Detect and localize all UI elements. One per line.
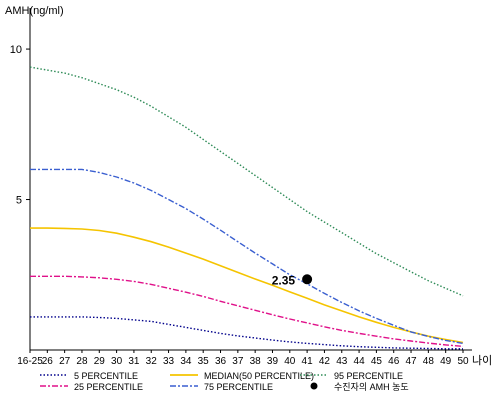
x-tick-label: 26 (42, 356, 54, 367)
x-tick-label: 41 (302, 356, 314, 367)
x-axis-title: 나이 (472, 354, 492, 367)
series-line (30, 316, 463, 350)
legend-marker (310, 382, 318, 390)
series-line (29, 66, 464, 297)
legend-label: MEDIAN(50 PERCENTILE) (204, 371, 314, 381)
patient-amh-value: 2.35 (272, 273, 296, 287)
x-tick-label: 50 (457, 356, 469, 367)
x-tick-label: 43 (336, 356, 348, 367)
x-tick-label: 40 (284, 356, 296, 367)
x-tick-label: 29 (94, 356, 106, 367)
x-tick-label: 30 (111, 356, 123, 367)
x-tick-label: 34 (180, 356, 192, 367)
x-tick-label: 28 (76, 356, 88, 367)
x-tick-label: 35 (198, 356, 210, 367)
series-line (30, 227, 464, 344)
x-tick-label: 47 (405, 356, 417, 367)
x-tick-label: 45 (371, 356, 383, 367)
legend-label: 수진자의 AMH 농도 (334, 382, 409, 392)
x-tick-label: 39 (267, 356, 279, 367)
x-tick-label: 44 (354, 356, 366, 367)
legend-label: 75 PERCENTILE (204, 382, 273, 392)
x-tick-label: 32 (146, 356, 158, 367)
x-tick-label: 16-25 (17, 356, 43, 367)
x-tick-label: 46 (388, 356, 400, 367)
y-tick-label: 10 (10, 44, 22, 56)
patient-amh-point (302, 274, 313, 285)
legend-label: 25 PERCENTILE (74, 382, 143, 392)
series-line (30, 275, 464, 348)
x-tick-label: 33 (163, 356, 175, 367)
x-tick-label: 31 (128, 356, 140, 367)
y-tick-label: 5 (16, 195, 22, 207)
x-tick-label: 38 (250, 356, 262, 367)
x-tick-label: 48 (423, 356, 435, 367)
y-axis-title: AMH(ng/ml) (5, 5, 64, 17)
x-tick-label: 42 (319, 356, 331, 367)
x-tick-label: 27 (59, 356, 71, 367)
x-tick-label: 49 (440, 356, 452, 367)
legend-label: 5 PERCENTILE (74, 371, 138, 381)
series-layer (29, 66, 464, 350)
annotation-layer: 2.35 (272, 273, 313, 287)
series-line (30, 168, 464, 345)
x-tick-label: 37 (232, 356, 244, 367)
legend-label: 95 PERCENTILE (334, 371, 403, 381)
x-tick-label: 36 (215, 356, 227, 367)
